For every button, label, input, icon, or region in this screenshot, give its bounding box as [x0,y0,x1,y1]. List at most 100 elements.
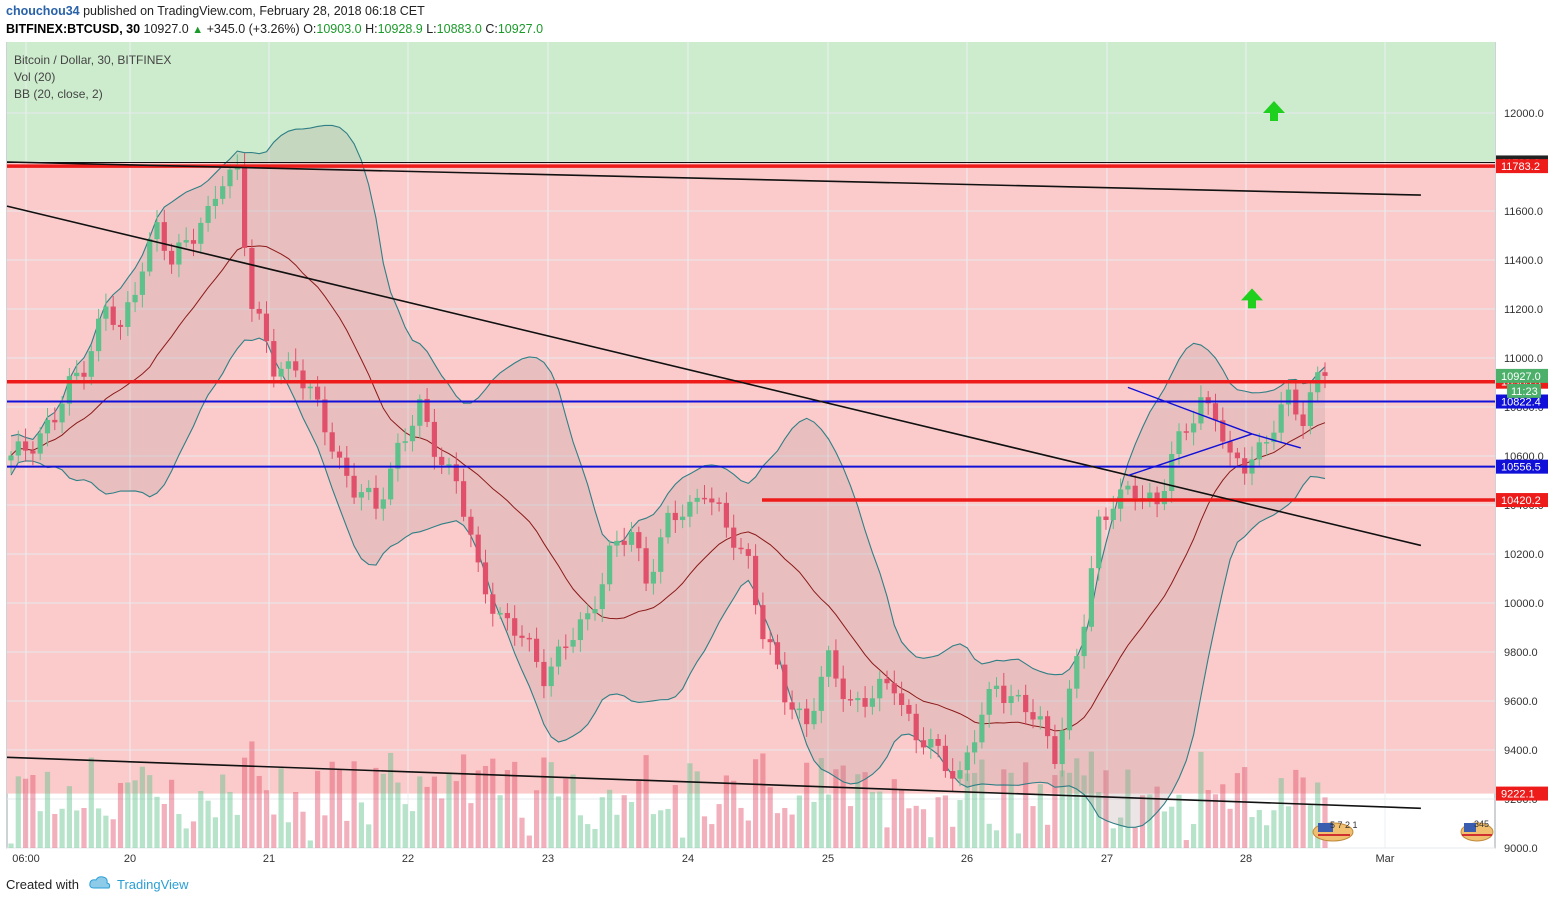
volume-bar [1037,784,1043,848]
candle-body [658,537,664,572]
candle-body [840,678,846,700]
legend-bollinger: BB (20, close, 2) [14,87,103,101]
price-change: +345.0 (+3.26%) [206,22,300,36]
tradingview-link[interactable]: TradingView [117,877,189,892]
candle-body [701,497,708,500]
candle-body [1088,568,1094,627]
us-flag-icon[interactable]: 345 [1460,819,1494,842]
price-label-badge [1496,493,1548,508]
volume-bar [628,802,635,848]
price-label-text: 11783.2 [1501,161,1540,173]
candle-body [942,745,948,772]
volume-bar [169,779,175,848]
volume-bar [417,776,423,848]
volume-bar [906,808,912,848]
volume-bar [877,791,883,848]
volume-bar [1212,794,1219,848]
x-tick-label: 23 [542,853,554,865]
volume-bar [964,773,970,848]
candle-body [1161,491,1167,505]
candle-body [504,612,510,619]
volume-bar [855,774,861,848]
last-price-text: 10927.0 [1501,371,1541,383]
volume-bar [315,770,321,848]
us-flag-icon[interactable]: 5 7 2 1 [1312,820,1358,842]
candle-body [285,361,291,369]
candle-body [103,306,109,319]
volume-bar [497,795,503,848]
x-tick-label: 26 [961,853,973,865]
candle-body [512,618,518,636]
candle-body [731,527,737,548]
y-tick-label: 9800.0 [1504,647,1538,659]
volume-bar [366,824,372,848]
candle-body [636,532,642,549]
volume-bar [1147,794,1153,848]
candle-body [555,646,562,667]
volume-bar [1176,794,1182,848]
price-chart[interactable]: Bitcoin / Dollar, 30, BITFINEX Vol (20) … [0,42,1554,868]
zones-layer [7,42,1495,794]
volume-bar [1074,758,1080,848]
tradingview-cloud-icon[interactable] [88,875,112,894]
candle-body [1234,452,1240,459]
y-tick-label: 11200.0 [1504,304,1543,316]
volume-bar [920,809,927,848]
time-axis[interactable]: 06:00 20 21 22 23 24 25 26 27 28 Mar [12,853,1395,865]
up-arrow-icon [1241,288,1263,309]
candle-body [205,205,211,223]
volume-bar [88,757,94,848]
candle-body [570,640,576,647]
event-badges[interactable]: 5 7 2 1 345 [1312,819,1494,842]
volume-bar [293,792,299,848]
candle-body [490,594,496,614]
candle-body [774,642,781,665]
x-tick-label: 21 [263,853,275,865]
price-label-badge [1496,159,1548,174]
candle-body [322,399,328,433]
volume-bar [731,780,737,848]
volume-bar [1183,840,1189,848]
volume-bar [760,753,766,848]
candle-body [30,450,36,454]
candle-body [1110,508,1116,520]
volume-bar [439,798,445,848]
candle-body [249,247,255,309]
candle-body [964,752,970,771]
volume-bar [1008,772,1014,848]
volume-layer [8,741,1328,848]
candle-body [1271,432,1277,443]
volume-bar [607,789,613,848]
volume-bar [256,775,262,848]
candle-body [315,386,321,400]
candle-body [37,433,43,454]
red-zone [7,162,1495,794]
volume-bar [840,765,846,848]
author-link[interactable]: chouchou34 [6,4,80,18]
candle-body [1030,712,1036,720]
candle-body [96,318,102,352]
volume-bar [796,795,802,848]
volume-bar [1030,806,1036,848]
volume-bar [424,786,430,848]
volume-bar [96,808,102,848]
volume-bar [482,765,489,848]
volume-bar [614,814,620,848]
volume-bar [1103,770,1109,848]
volume-bar [183,828,189,848]
volume-bar [1023,762,1029,848]
price-axis[interactable]: 9000.09200.09400.09600.09800.010000.0102… [1496,108,1548,855]
candle-body [979,714,985,743]
volume-bar [658,810,664,848]
volume-bar [1307,805,1313,848]
candle-body [336,451,343,458]
volume-bar [1052,775,1058,848]
candle-body [329,432,335,452]
volume-bar [249,741,255,848]
volume-bar [687,763,693,848]
volume-bar [1015,833,1021,848]
candle-body [351,475,357,498]
candle-body [818,676,824,711]
volume-bar [577,815,583,848]
candle-body [227,169,233,187]
